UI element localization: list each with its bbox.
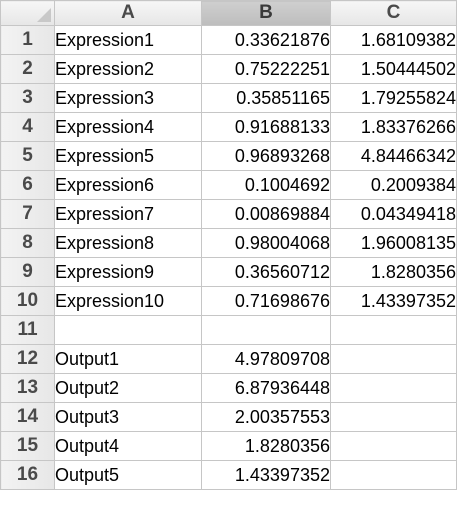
cell-a[interactable]: Output4 [54,431,202,461]
cell-b[interactable]: 0.91688133 [201,112,331,142]
table-row: 14 Output3 2.00357553 [0,402,457,432]
row-header[interactable]: 2 [0,54,55,84]
table-row: 4 Expression4 0.91688133 1.83376266 [0,112,457,142]
cell-a[interactable]: Expression1 [54,25,202,55]
table-row: 5 Expression5 0.96893268 4.84466342 [0,141,457,171]
cell-a[interactable]: Expression3 [54,83,202,113]
table-row: 6 Expression6 0.1004692 0.2009384 [0,170,457,200]
cell-b[interactable]: 0.33621876 [201,25,331,55]
table-row: 12 Output1 4.97809708 [0,344,457,374]
row-header[interactable]: 1 [0,25,55,55]
row-header[interactable]: 11 [0,315,55,345]
cell-a[interactable] [54,315,202,345]
row-header[interactable]: 16 [0,460,55,490]
cell-a[interactable]: Expression6 [54,170,202,200]
cell-a[interactable]: Expression2 [54,54,202,84]
cell-c[interactable] [330,431,457,461]
cell-b[interactable] [201,315,331,345]
cell-a[interactable]: Output2 [54,373,202,403]
row-header[interactable]: 12 [0,344,55,374]
cell-b[interactable]: 1.8280356 [201,431,331,461]
table-row: 15 Output4 1.8280356 [0,431,457,461]
table-row: 2 Expression2 0.75222251 1.50444502 [0,54,457,84]
cell-c[interactable]: 1.83376266 [330,112,457,142]
cell-b[interactable]: 1.43397352 [201,460,331,490]
cell-c[interactable]: 1.79255824 [330,83,457,113]
cell-a[interactable]: Expression10 [54,286,202,316]
cell-a[interactable]: Expression7 [54,199,202,229]
cell-b[interactable]: 0.1004692 [201,170,331,200]
cell-b[interactable]: 0.35851165 [201,83,331,113]
table-row: 13 Output2 6.87936448 [0,373,457,403]
cell-a[interactable]: Expression9 [54,257,202,287]
cell-c[interactable] [330,402,457,432]
select-all-corner[interactable] [0,0,55,26]
cell-c[interactable]: 1.50444502 [330,54,457,84]
cell-b[interactable]: 0.96893268 [201,141,331,171]
row-header[interactable]: 6 [0,170,55,200]
select-all-triangle-icon [37,8,51,22]
cell-b[interactable]: 0.71698676 [201,286,331,316]
table-row: 16 Output5 1.43397352 [0,460,457,490]
cell-c[interactable] [330,344,457,374]
row-header[interactable]: 5 [0,141,55,171]
cell-a[interactable]: Output5 [54,460,202,490]
cell-c[interactable]: 0.2009384 [330,170,457,200]
cell-c[interactable]: 0.04349418 [330,199,457,229]
column-header-b[interactable]: B [201,0,331,26]
table-row: 3 Expression3 0.35851165 1.79255824 [0,83,457,113]
cell-c[interactable]: 1.96008135 [330,228,457,258]
cell-b[interactable]: 6.87936448 [201,373,331,403]
row-header[interactable]: 8 [0,228,55,258]
grid-body: 1 Expression1 0.33621876 1.68109382 2 Express… [0,25,457,490]
cell-b[interactable]: 0.00869884 [201,199,331,229]
column-header-a[interactable]: A [54,0,202,26]
cell-b[interactable]: 0.98004068 [201,228,331,258]
table-row: 8 Expression8 0.98004068 1.96008135 [0,228,457,258]
cell-c[interactable] [330,460,457,490]
cell-a[interactable]: Output3 [54,402,202,432]
cell-c[interactable]: 1.68109382 [330,25,457,55]
row-header[interactable]: 9 [0,257,55,287]
cell-c[interactable]: 1.43397352 [330,286,457,316]
row-header[interactable]: 15 [0,431,55,461]
cell-a[interactable]: Expression8 [54,228,202,258]
cell-c[interactable]: 4.84466342 [330,141,457,171]
column-header-c[interactable]: C [330,0,457,26]
table-row: 7 Expression7 0.00869884 0.04349418 [0,199,457,229]
cell-b[interactable]: 0.36560712 [201,257,331,287]
cell-c[interactable]: 1.8280356 [330,257,457,287]
column-header-row: A B C [0,0,457,26]
cell-b[interactable]: 4.97809708 [201,344,331,374]
cell-a[interactable]: Expression4 [54,112,202,142]
table-row: 10 Expression10 0.71698676 1.43397352 [0,286,457,316]
row-header[interactable]: 10 [0,286,55,316]
row-header[interactable]: 4 [0,112,55,142]
cell-c[interactable] [330,373,457,403]
table-row: 11 [0,315,457,345]
cell-a[interactable]: Output1 [54,344,202,374]
table-row: 1 Expression1 0.33621876 1.68109382 [0,25,457,55]
cell-c[interactable] [330,315,457,345]
cell-a[interactable]: Expression5 [54,141,202,171]
row-header[interactable]: 7 [0,199,55,229]
row-header[interactable]: 13 [0,373,55,403]
cell-b[interactable]: 0.75222251 [201,54,331,84]
row-header[interactable]: 3 [0,83,55,113]
spreadsheet-grid: A B C 1 Expression1 0.33621876 1.68109382 2 E… [0,0,457,490]
table-row: 9 Expression9 0.36560712 1.8280356 [0,257,457,287]
cell-b[interactable]: 2.00357553 [201,402,331,432]
row-header[interactable]: 14 [0,402,55,432]
